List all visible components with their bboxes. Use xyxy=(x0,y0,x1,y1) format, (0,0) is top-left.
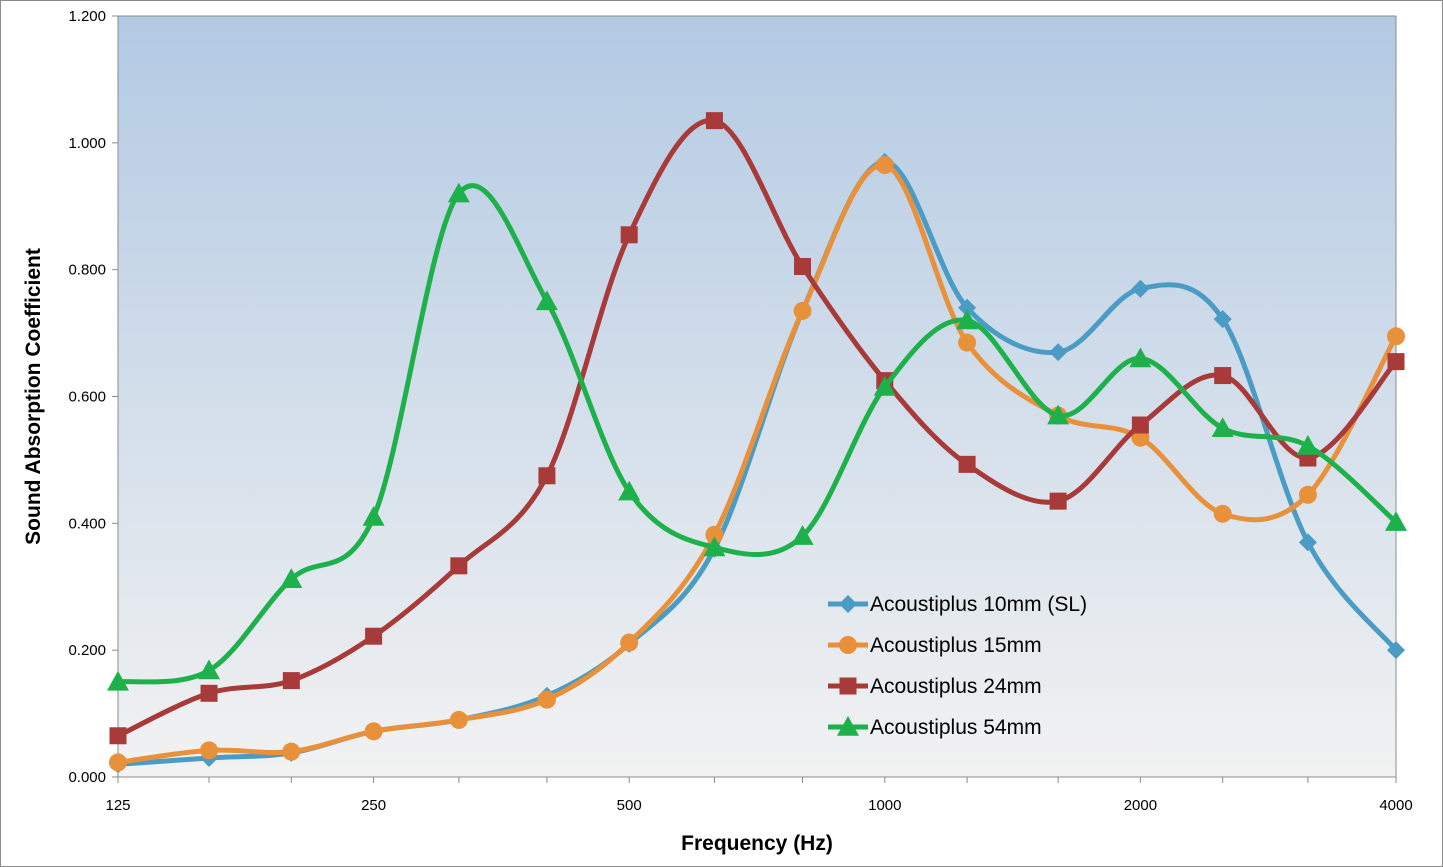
x-tick-label: 125 xyxy=(105,797,130,814)
data-point-square xyxy=(1214,367,1232,385)
series-4 xyxy=(107,182,1407,691)
data-point-triangle xyxy=(956,309,979,330)
data-point-circle xyxy=(705,525,724,544)
data-point-triangle xyxy=(1047,404,1070,425)
data-point-square xyxy=(282,672,300,690)
data-point-circle xyxy=(839,636,857,654)
y-axis-title: Sound Absorption Coefficient xyxy=(22,248,45,545)
data-point-square xyxy=(705,112,723,130)
data-point-diamond xyxy=(1213,310,1232,329)
data-point-square xyxy=(365,627,383,645)
data-point-diamond xyxy=(1049,343,1068,362)
data-point-triangle xyxy=(791,525,814,545)
x-tick-label: 250 xyxy=(361,797,386,814)
data-point-circle xyxy=(1213,504,1232,523)
data-point-triangle xyxy=(198,659,221,680)
x-axis-title: Frequency (Hz) xyxy=(681,832,833,855)
data-point-triangle xyxy=(1385,511,1407,531)
x-tick-label: 4000 xyxy=(1379,797,1412,814)
legend-label: Acoustiplus 24mm xyxy=(870,675,1042,698)
data-point-square xyxy=(958,455,976,473)
legend-item: Acoustiplus 54mm xyxy=(828,716,1042,739)
y-tick-label: 0.400 xyxy=(68,515,106,532)
series-3 xyxy=(109,112,1405,745)
data-point-circle xyxy=(537,690,556,709)
data-point-triangle xyxy=(618,480,641,501)
data-point-triangle xyxy=(1296,434,1319,455)
data-point-circle xyxy=(364,722,383,741)
data-point-circle xyxy=(282,742,301,761)
x-tick-label: 2000 xyxy=(1124,797,1157,814)
legend-label: Acoustiplus 54mm xyxy=(870,716,1042,739)
y-tick-label: 1.000 xyxy=(68,135,106,152)
data-point-diamond xyxy=(958,298,977,317)
data-point-diamond xyxy=(839,595,857,613)
data-point-triangle xyxy=(873,375,896,396)
data-point-triangle xyxy=(280,568,303,588)
data-point-triangle xyxy=(703,536,726,557)
data-point-triangle xyxy=(1129,347,1152,368)
legend-item: Acoustiplus 24mm xyxy=(828,675,1042,698)
data-point-triangle xyxy=(447,182,470,203)
data-point-square xyxy=(538,467,556,485)
y-tick-label: 0.600 xyxy=(68,389,106,406)
data-point-circle xyxy=(875,156,894,175)
x-tick-label: 1000 xyxy=(868,797,901,814)
data-point-square xyxy=(1131,416,1149,434)
data-point-circle xyxy=(200,741,219,760)
data-point-circle xyxy=(793,301,812,320)
plot-area xyxy=(117,15,1397,778)
y-axis: 0.000 0.200 0.400 0.600 0.800 1.000 1.200 xyxy=(68,8,118,786)
data-point-triangle xyxy=(837,716,859,736)
data-point-circle xyxy=(1298,485,1317,504)
y-tick-label: 0.000 xyxy=(68,769,106,786)
x-axis: 125 250 500 1000 2000 4000 xyxy=(105,777,1413,814)
data-point-triangle xyxy=(107,670,129,691)
y-tick-label: 0.200 xyxy=(68,642,106,659)
data-point-triangle xyxy=(1211,417,1234,438)
data-point-diamond xyxy=(1387,641,1405,660)
legend-label: Acoustiplus 15mm xyxy=(870,634,1042,657)
series-layer xyxy=(107,112,1407,774)
data-point-square xyxy=(450,557,468,575)
data-point-triangle xyxy=(362,505,385,526)
series-line xyxy=(115,118,1399,739)
data-point-square xyxy=(839,677,857,695)
legend: Acoustiplus 10mm (SL) Acoustiplus 15mm Aco… xyxy=(828,593,1087,739)
data-point-circle xyxy=(449,710,468,729)
legend-label: Acoustiplus 10mm (SL) xyxy=(870,593,1087,616)
data-point-circle xyxy=(109,753,127,772)
data-point-square xyxy=(1049,492,1067,510)
data-point-square xyxy=(109,727,127,745)
data-point-square xyxy=(620,226,638,244)
x-tick-label: 500 xyxy=(617,797,642,814)
data-point-triangle xyxy=(535,290,558,311)
y-tick-label: 1.200 xyxy=(68,8,106,25)
data-point-diamond xyxy=(1131,279,1150,298)
data-point-circle xyxy=(620,633,639,652)
data-point-square xyxy=(200,684,218,702)
legend-item: Acoustiplus 10mm (SL) xyxy=(828,593,1087,616)
data-point-circle xyxy=(958,333,977,352)
data-point-square xyxy=(1387,353,1405,371)
data-point-diamond xyxy=(1298,533,1317,552)
data-point-circle xyxy=(1387,327,1405,346)
y-tick-label: 0.800 xyxy=(68,262,106,279)
data-point-square xyxy=(794,257,812,275)
legend-item: Acoustiplus 15mm xyxy=(828,634,1042,657)
